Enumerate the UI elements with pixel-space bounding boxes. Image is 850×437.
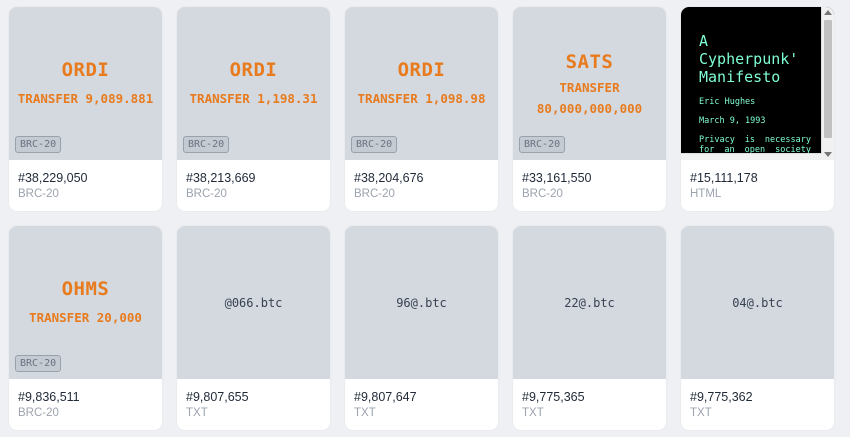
content-type: TXT	[690, 407, 712, 419]
card-info: #38,204,676 BRC-20	[345, 160, 498, 202]
brc20-preview[interactable]: SATS TRANSFER 80,000,000,000 BRC-20	[513, 7, 666, 160]
card-info: #9,807,655 TXT	[177, 379, 330, 421]
content-badge: BRC-20	[15, 136, 62, 153]
text-preview[interactable]: @066.btc	[177, 226, 330, 379]
card-info: #9,836,511 BRC-20	[9, 379, 162, 421]
operation: TRANSFER 1,098.98	[357, 91, 486, 106]
brc20-preview[interactable]: ORDI TRANSFER 1,198.31 BRC-20	[177, 7, 330, 160]
text-content: 22@.btc	[564, 295, 615, 310]
ticker: SATS	[565, 51, 614, 73]
inscription-number: #15,111,178	[690, 171, 758, 185]
inscription-card[interactable]: OHMS TRANSFER 20,000 BRC-20 #9,836,511 B…	[9, 226, 162, 430]
operation: TRANSFER 1,198.31	[189, 91, 318, 106]
content-badge: BRC-20	[351, 136, 398, 153]
content-type: BRC-20	[354, 188, 395, 200]
card-info: #9,775,362 TXT	[681, 379, 834, 421]
text-preview[interactable]: 04@.btc	[681, 226, 834, 379]
content-badge: BRC-20	[183, 136, 230, 153]
content-type: TXT	[522, 407, 544, 419]
inscription-card[interactable]: ORDI TRANSFER 9,089.881 BRC-20 #38,229,0…	[9, 7, 162, 211]
inscription-number: #38,213,669	[186, 171, 256, 185]
content-type: BRC-20	[18, 188, 59, 200]
card-info: #38,213,669 BRC-20	[177, 160, 330, 202]
inscription-card[interactable]: @066.btc #9,807,655 TXT	[177, 226, 330, 430]
card-info: #38,229,050 BRC-20	[9, 160, 162, 202]
inscription-number: #9,807,655	[186, 390, 249, 404]
content-type: BRC-20	[186, 188, 227, 200]
manifesto-title-line: Cypherpunk'	[699, 50, 799, 68]
card-info: #9,775,365 TXT	[513, 379, 666, 421]
brc20-preview[interactable]: OHMS TRANSFER 20,000 BRC-20	[9, 226, 162, 379]
manifesto-title-line: Manifesto	[699, 68, 781, 86]
operation: TRANSFER	[559, 80, 620, 95]
inscription-number: #38,204,676	[354, 171, 424, 185]
text-content: 04@.btc	[732, 295, 783, 310]
content-badge: BRC-20	[519, 136, 566, 153]
inscription-grid: ORDI TRANSFER 9,089.881 BRC-20 #38,229,0…	[9, 7, 834, 430]
inscription-number: #38,229,050	[18, 171, 88, 185]
inscription-number: #9,775,365	[522, 390, 585, 404]
inscription-card[interactable]: 96@.btc #9,807,647 TXT	[345, 226, 498, 430]
ticker: ORDI	[229, 59, 278, 81]
card-info: #15,111,178 HTML	[681, 160, 834, 202]
operation: TRANSFER 20,000	[29, 310, 142, 325]
content-type: TXT	[186, 407, 208, 419]
content-type: TXT	[354, 407, 376, 419]
inscription-card[interactable]: 04@.btc #9,775,362 TXT	[681, 226, 834, 430]
inscription-number: #9,775,362	[690, 390, 753, 404]
html-preview-frame[interactable]: A Cypherpunk' Manifesto Eric Hughes Marc…	[681, 7, 834, 160]
content-type: HTML	[690, 188, 722, 200]
inscription-card[interactable]: ORDI TRANSFER 1,098.98 BRC-20 #38,204,67…	[345, 7, 498, 211]
content-type: BRC-20	[522, 188, 563, 200]
content-type: BRC-20	[18, 407, 59, 419]
text-preview[interactable]: 96@.btc	[345, 226, 498, 379]
ticker: OHMS	[61, 278, 110, 300]
manifesto-content: A Cypherpunk' Manifesto Eric Hughes Marc…	[681, 7, 811, 160]
manifesto-date: March 9, 1993	[699, 116, 766, 126]
operation: TRANSFER 9,089.881	[17, 91, 154, 106]
scroll-down-icon[interactable]	[824, 152, 832, 157]
card-info: #9,807,647 TXT	[345, 379, 498, 421]
vertical-scrollbar[interactable]	[821, 7, 834, 160]
text-preview[interactable]: 22@.btc	[513, 226, 666, 379]
ticker: ORDI	[397, 59, 446, 81]
manifesto-title-line: A	[699, 32, 709, 50]
manifesto-author: Eric Hughes	[699, 97, 756, 107]
scroll-up-icon[interactable]	[824, 10, 832, 15]
inscription-card[interactable]: 22@.btc #9,775,365 TXT	[513, 226, 666, 430]
ticker: ORDI	[61, 59, 110, 81]
brc20-preview[interactable]: ORDI TRANSFER 9,089.881 BRC-20	[9, 7, 162, 160]
text-content: 96@.btc	[396, 295, 447, 310]
operation-amount: 80,000,000,000	[536, 101, 643, 116]
brc20-preview[interactable]: ORDI TRANSFER 1,098.98 BRC-20	[345, 7, 498, 160]
inscription-number: #9,807,647	[354, 390, 417, 404]
inscription-card[interactable]: ORDI TRANSFER 1,198.31 BRC-20 #38,213,66…	[177, 7, 330, 211]
scrollbar-thumb[interactable]	[824, 20, 832, 138]
inscription-card[interactable]: A Cypherpunk' Manifesto Eric Hughes Marc…	[681, 7, 834, 211]
horizontal-scrollbar[interactable]	[681, 153, 822, 160]
inscription-number: #33,161,550	[522, 171, 592, 185]
card-info: #33,161,550 BRC-20	[513, 160, 666, 202]
inscription-card[interactable]: SATS TRANSFER 80,000,000,000 BRC-20 #33,…	[513, 7, 666, 211]
content-badge: BRC-20	[15, 355, 62, 372]
inscription-number: #9,836,511	[18, 390, 80, 404]
text-content: @066.btc	[224, 295, 283, 310]
